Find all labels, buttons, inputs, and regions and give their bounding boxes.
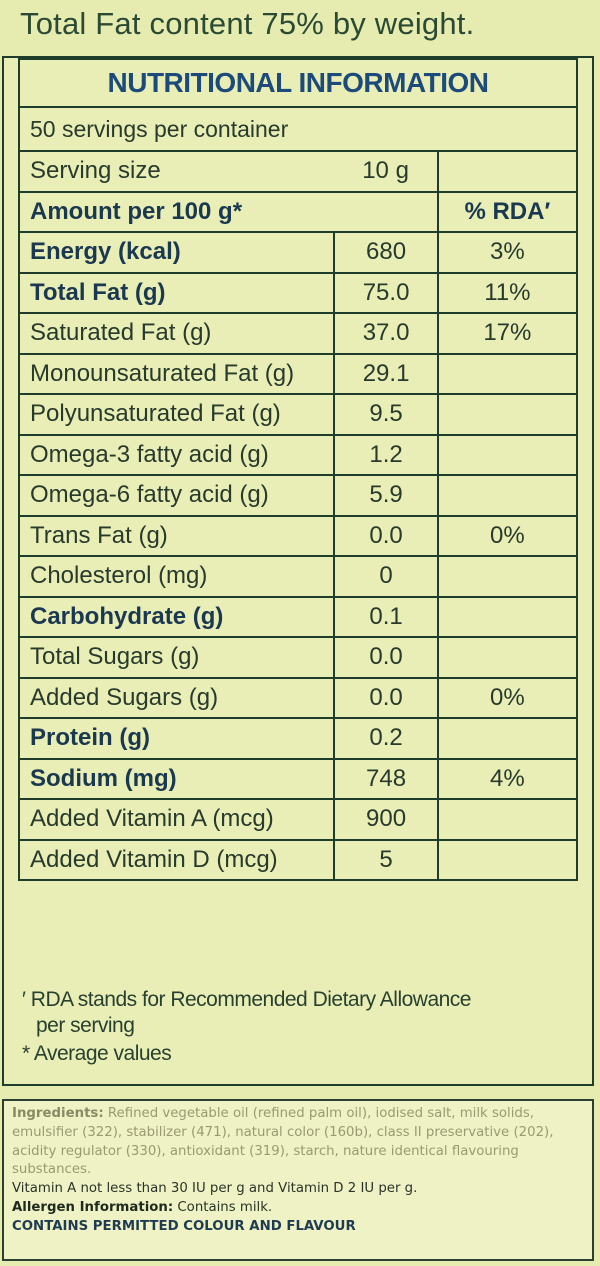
nutrient-name: Monounsaturated Fat (g) bbox=[17, 352, 336, 395]
nutrient-name: Omega-6 fatty acid (g) bbox=[17, 474, 336, 517]
nutrient-rda: 0% bbox=[436, 676, 579, 719]
nutrient-value: 680 bbox=[333, 231, 439, 274]
nutrient-name: Trans Fat (g) bbox=[17, 514, 336, 557]
nutrient-rda bbox=[436, 636, 579, 679]
nutrient-rda bbox=[436, 555, 579, 598]
nutrient-value: 900 bbox=[333, 798, 439, 841]
serving-size-label: Serving size bbox=[17, 150, 335, 193]
rda-footnote: ′ RDA stands for Recommended Dietary All… bbox=[22, 988, 472, 1011]
nutrient-value: 37.0 bbox=[333, 312, 439, 355]
serving-size-value: 10 g bbox=[334, 150, 439, 193]
nutrient-rda bbox=[436, 352, 579, 395]
nutrition-title: NUTRITIONAL INFORMATION bbox=[18, 58, 578, 108]
nutrient-row: Omega-6 fatty acid (g) 5.9 bbox=[17, 474, 579, 517]
servings-per-container: 50 servings per container bbox=[18, 106, 578, 152]
nutrient-name: Omega-3 fatty acid (g) bbox=[17, 433, 336, 476]
nutrient-value: 0.0 bbox=[333, 676, 439, 719]
nutrient-rda bbox=[436, 838, 579, 881]
nutrient-row: Saturated Fat (g) 37.0 17% bbox=[17, 312, 579, 355]
nutrient-row: Sodium (mg) 748 4% bbox=[17, 757, 579, 800]
nutrient-value: 0.2 bbox=[333, 717, 439, 760]
nutrient-row: Trans Fat (g) 0.0 0% bbox=[17, 514, 579, 557]
nutrient-value: 748 bbox=[333, 757, 439, 800]
nutrient-value: 29.1 bbox=[333, 352, 439, 395]
nutrient-row: Added Sugars (g) 0.0 0% bbox=[17, 676, 579, 719]
amount-per-100g-label: Amount per 100 g* bbox=[18, 190, 439, 233]
nutrient-row: Cholesterol (mg) 0 bbox=[17, 555, 579, 598]
ingredients-text: Refined vegetable oil (refined palm oil)… bbox=[12, 1106, 554, 1178]
ingredients-label: Ingredients: bbox=[12, 1106, 104, 1121]
nutrient-rda: 17% bbox=[436, 312, 579, 355]
nutrient-name: Added Vitamin D (mcg) bbox=[17, 838, 336, 881]
nutrient-value: 0 bbox=[333, 555, 439, 598]
nutrient-name: Sodium (mg) bbox=[17, 757, 336, 800]
rda-header: % RDA′ bbox=[436, 190, 579, 233]
ingredients-box: Ingredients: Refined vegetable oil (refi… bbox=[2, 1099, 594, 1261]
nutrient-row: Omega-3 fatty acid (g) 1.2 bbox=[17, 433, 579, 476]
nutrient-name: Total Sugars (g) bbox=[17, 636, 336, 679]
nutrient-value: 0.1 bbox=[333, 595, 439, 638]
nutrient-rda bbox=[436, 717, 579, 760]
nutrient-row: Energy (kcal) 680 3% bbox=[17, 231, 579, 274]
nutrient-name: Protein (g) bbox=[17, 717, 336, 760]
allergen-text: Contains milk. bbox=[173, 1199, 273, 1215]
nutrient-row: Carbohydrate (g) 0.1 bbox=[17, 595, 579, 638]
nutrient-rda bbox=[436, 393, 579, 436]
nutrient-name: Polyunsaturated Fat (g) bbox=[17, 393, 336, 436]
nutrient-row: Monounsaturated Fat (g) 29.1 bbox=[17, 352, 579, 395]
nutrient-row: Total Sugars (g) 0.0 bbox=[17, 636, 579, 679]
rda-footnote-continued: per serving bbox=[36, 1014, 135, 1037]
nutrient-rda bbox=[436, 433, 579, 476]
nutrient-name: Carbohydrate (g) bbox=[17, 595, 336, 638]
serving-size-rda bbox=[436, 150, 579, 193]
nutrient-rda bbox=[436, 595, 579, 638]
nutrient-rda: 11% bbox=[436, 271, 579, 314]
nutrient-value: 0.0 bbox=[333, 514, 439, 557]
nutrient-name: Added Sugars (g) bbox=[17, 676, 336, 719]
nutrient-row: Added Vitamin A (mcg) 900 bbox=[17, 798, 579, 841]
nutrition-table: NUTRITIONAL INFORMATION 50 servings per … bbox=[17, 58, 579, 881]
nutrient-name: Added Vitamin A (mcg) bbox=[17, 798, 336, 841]
nutrient-rda bbox=[436, 474, 579, 517]
nutrient-value: 75.0 bbox=[333, 271, 439, 314]
nutrient-rda: 4% bbox=[436, 757, 579, 800]
nutrient-row: Added Vitamin D (mcg) 5 bbox=[17, 838, 579, 881]
nutrient-value: 5.9 bbox=[333, 474, 439, 517]
average-values-footnote: * Average values bbox=[22, 1042, 172, 1065]
nutrient-name: Saturated Fat (g) bbox=[17, 312, 336, 355]
amount-header-row: Amount per 100 g* % RDA′ bbox=[18, 190, 579, 233]
nutrient-row: Total Fat (g) 75.0 11% bbox=[17, 271, 579, 314]
nutrient-rda: 3% bbox=[436, 231, 579, 274]
serving-size-row: Serving size 10 g bbox=[17, 150, 579, 193]
nutrient-value: 1.2 bbox=[333, 433, 439, 476]
fat-content-headline: Total Fat content 75% by weight. bbox=[20, 6, 475, 41]
nutrient-value: 9.5 bbox=[333, 393, 439, 436]
nutrient-row: Polyunsaturated Fat (g) 9.5 bbox=[17, 393, 579, 436]
nutrient-rda: 0% bbox=[436, 514, 579, 557]
nutrient-name: Energy (kcal) bbox=[17, 231, 336, 274]
nutrient-value: 0.0 bbox=[333, 636, 439, 679]
permitted-colour-statement: CONTAINS PERMITTED COLOUR AND FLAVOUR bbox=[12, 1218, 356, 1234]
nutrient-name: Total Fat (g) bbox=[17, 271, 336, 314]
nutrient-row: Protein (g) 0.2 bbox=[17, 717, 579, 760]
nutrient-value: 5 bbox=[333, 838, 439, 881]
nutrient-rda bbox=[436, 798, 579, 841]
nutrient-name: Cholesterol (mg) bbox=[17, 555, 336, 598]
vitamin-statement: Vitamin A not less than 30 IU per g and … bbox=[12, 1181, 418, 1197]
allergen-label: Allergen Information: bbox=[12, 1199, 174, 1215]
